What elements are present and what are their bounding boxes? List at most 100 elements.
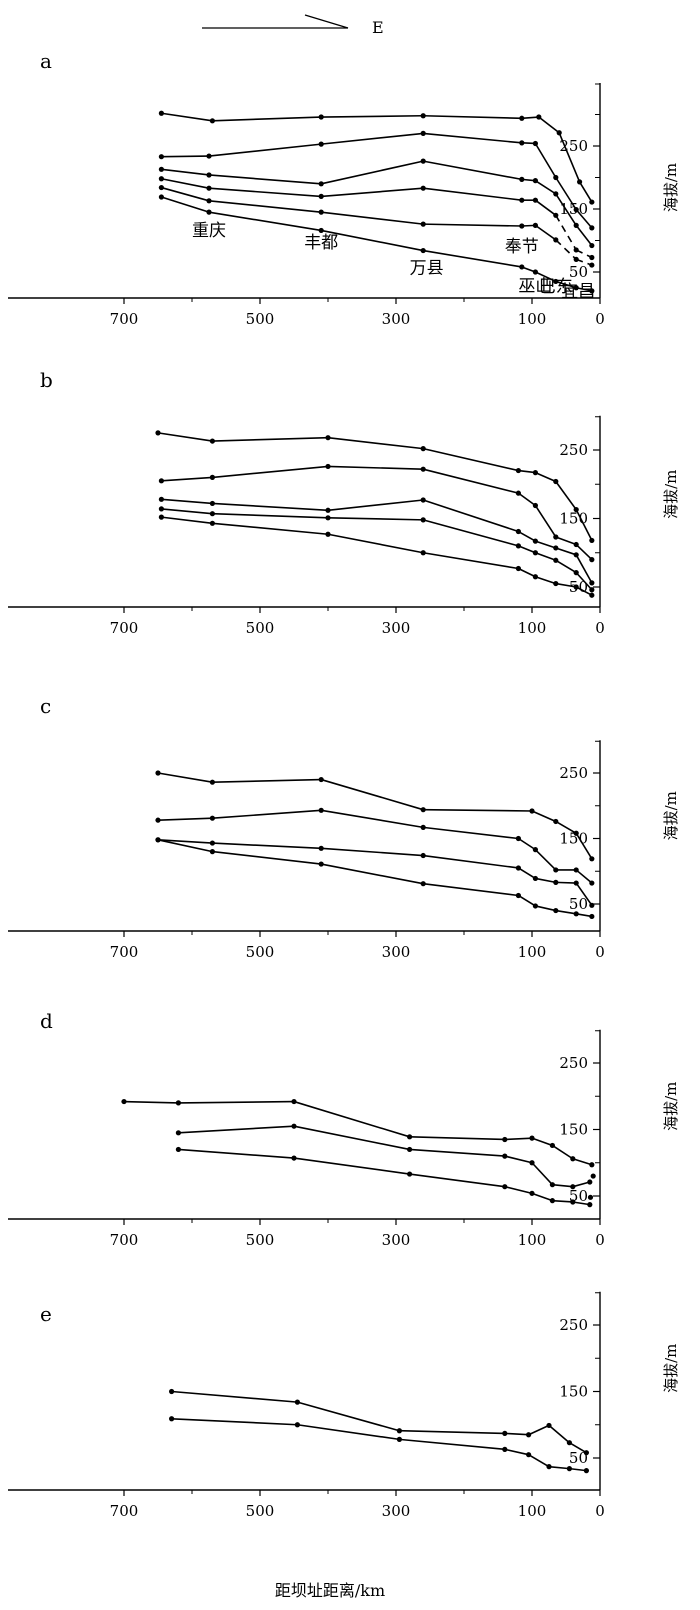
x-tick-label: 700	[110, 310, 139, 328]
data-point	[589, 254, 595, 261]
data-point	[566, 1466, 573, 1472]
data-point	[209, 500, 215, 507]
data-point	[158, 166, 164, 172]
series-segment	[504, 1432, 529, 1436]
series-segment	[531, 810, 557, 823]
series-segment	[534, 224, 557, 241]
y-tick-label: 50	[569, 263, 588, 281]
panel-b: b700500300100050150250海拔/m	[8, 368, 680, 637]
east-arrow: E	[202, 14, 384, 37]
data-point	[420, 247, 426, 254]
data-point	[589, 880, 595, 886]
series-segment	[576, 913, 592, 918]
data-point	[553, 174, 559, 181]
series-1	[155, 430, 595, 544]
series-segment	[208, 200, 322, 213]
data-point	[169, 1388, 175, 1395]
data-point	[407, 1146, 413, 1153]
series-segment	[534, 179, 557, 195]
data-point	[318, 807, 324, 813]
data-point	[583, 1468, 590, 1474]
data-point	[175, 1146, 181, 1153]
series-segment	[212, 522, 329, 536]
y-tick-label: 50	[569, 1449, 588, 1467]
x-tick-label: 0	[595, 310, 605, 328]
series-segment	[208, 143, 322, 157]
city-label: 丰都	[304, 233, 338, 253]
series-segment	[157, 817, 213, 821]
data-point	[325, 515, 331, 521]
data-point	[590, 1173, 596, 1179]
series-segment	[518, 530, 536, 542]
data-point	[396, 1428, 402, 1434]
data-point	[420, 550, 426, 556]
series-segment	[212, 116, 322, 122]
panel-e: e 700 500 300 100 0 50 150 250 海拔/m	[8, 1291, 680, 1520]
data-point	[573, 830, 579, 836]
series-segment	[161, 508, 213, 515]
data-point	[318, 861, 324, 867]
data-point	[589, 587, 595, 593]
series-segment	[321, 187, 424, 198]
data-point	[502, 1153, 508, 1159]
series-1	[169, 1388, 590, 1456]
series-segment	[157, 839, 213, 844]
data-point	[291, 1098, 297, 1105]
data-point	[532, 178, 539, 184]
series-segment	[161, 168, 210, 176]
data-point	[155, 837, 161, 843]
series-segment	[534, 849, 557, 871]
data-point	[536, 114, 542, 120]
series-segment	[161, 112, 213, 122]
data-point	[573, 285, 579, 291]
data-point	[318, 141, 324, 147]
series-segment	[518, 469, 536, 474]
data-point	[589, 242, 595, 249]
data-point	[529, 808, 535, 814]
series-segment	[552, 1183, 573, 1188]
data-point	[532, 847, 539, 853]
series-segment	[552, 1199, 573, 1203]
data-point	[519, 140, 525, 146]
series-segment	[321, 863, 424, 885]
data-point	[589, 580, 595, 586]
series-segment	[517, 492, 536, 507]
y-tick-label: 150	[559, 1121, 588, 1139]
data-point	[573, 552, 579, 558]
data-point	[589, 199, 595, 205]
x-tick-label: 0	[595, 1231, 605, 1249]
y-axis-label: 海拔/m	[662, 791, 680, 840]
series-segment	[327, 499, 424, 512]
data-point	[519, 115, 525, 121]
series-segment	[528, 1424, 550, 1436]
series-4	[158, 176, 595, 261]
x-tick-label: 500	[246, 943, 275, 961]
series-segment	[575, 586, 593, 596]
data-point	[573, 247, 579, 253]
y-tick-label: 150	[559, 510, 588, 528]
data-point	[532, 875, 539, 882]
data-point	[318, 227, 324, 234]
data-point	[515, 528, 522, 535]
y-axis-label: 海拔/m	[662, 163, 680, 212]
series-segment	[212, 436, 329, 442]
series-segment	[171, 1417, 298, 1426]
series-segment	[208, 211, 322, 232]
series-segment	[161, 177, 210, 189]
data-point	[209, 511, 215, 517]
series-segment	[551, 1144, 574, 1160]
series-segment	[535, 905, 556, 912]
data-point	[546, 1464, 552, 1470]
data-point	[155, 770, 161, 776]
data-point	[175, 1130, 181, 1136]
series-segment	[504, 1137, 533, 1141]
series-segment	[555, 536, 577, 546]
series-2	[158, 130, 595, 231]
data-point	[158, 506, 164, 512]
series-segment	[293, 1157, 410, 1175]
panel-letter: d	[40, 1009, 53, 1033]
x-tick-label: 0	[595, 619, 605, 637]
series-segment	[517, 867, 536, 880]
